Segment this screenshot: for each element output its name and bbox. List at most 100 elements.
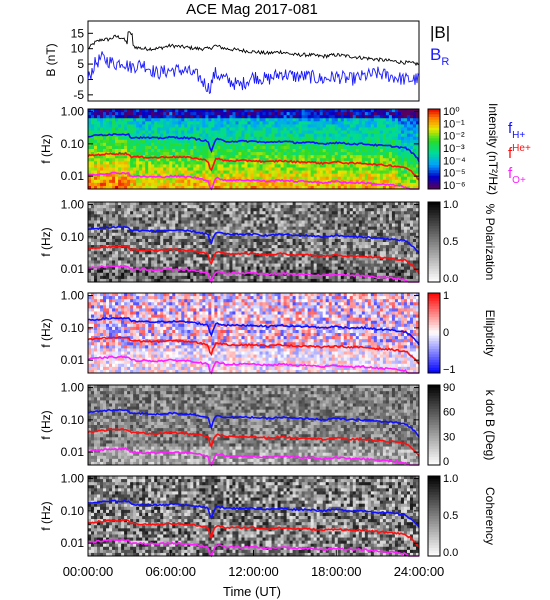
heatmap-cell: [238, 173, 242, 178]
heatmap-cell: [166, 242, 170, 246]
heatmap-cell: [217, 275, 221, 280]
heatmap-cell: [241, 278, 245, 283]
heatmap-cell: [304, 109, 309, 113]
heatmap-cell: [199, 275, 203, 280]
heatmap-cell: [388, 170, 393, 175]
heatmap-cell: [268, 133, 272, 138]
heatmap-cell: [133, 260, 137, 264]
heatmap-cell: [274, 136, 278, 141]
heatmap-cell: [391, 167, 396, 171]
heatmap-cell: [373, 115, 378, 119]
heatmap-cell: [124, 232, 128, 237]
heatmap-cell: [319, 251, 324, 255]
heatmap-cell: [223, 208, 227, 212]
heatmap-cell: [226, 260, 230, 264]
heatmap-cell: [301, 278, 306, 283]
heatmap-cell: [286, 254, 291, 258]
heatmap-cell: [124, 269, 128, 274]
heatmap-cell: [109, 242, 113, 246]
heatmap-cell: [319, 272, 324, 277]
heatmap-cell: [130, 229, 134, 234]
heatmap-cell: [214, 133, 218, 138]
heatmap-cell: [310, 161, 315, 165]
heatmap-cell: [112, 242, 116, 246]
heatmap-cell: [145, 179, 149, 184]
heatmap-cell: [199, 164, 203, 168]
heatmap-cell: [238, 202, 242, 206]
heatmap-cell: [169, 223, 173, 228]
heatmap-cell: [412, 185, 417, 190]
heatmap-cell: [196, 220, 200, 224]
heatmap-cell: [142, 257, 146, 261]
heatmap-cell: [181, 260, 185, 264]
heatmap-cell: [163, 278, 167, 283]
heatmap-cell: [250, 245, 254, 249]
heatmap-cell: [157, 161, 161, 165]
heatmap-cell: [124, 251, 128, 255]
heatmap-cell: [280, 124, 284, 128]
heatmap-cell: [373, 124, 378, 128]
heatmap-cell: [91, 254, 95, 258]
heatmap-cell: [316, 121, 321, 125]
heatmap-cell: [343, 185, 348, 190]
heatmap-cell: [385, 149, 390, 153]
heatmap-cell: [127, 158, 131, 162]
heatmap-cell: [124, 217, 128, 221]
heatmap-cell: [256, 152, 260, 156]
heatmap-cell: [94, 232, 98, 237]
heatmap-cell: [268, 260, 272, 264]
heatmap-cell: [184, 133, 188, 138]
heatmap-cell: [118, 223, 122, 228]
heatmap-cell: [121, 115, 125, 119]
heatmap-cell: [292, 257, 297, 261]
heatmap-cell: [226, 263, 230, 268]
heatmap-cell: [346, 152, 351, 156]
heatmap-cell: [106, 248, 110, 252]
heatmap-cell: [232, 260, 236, 264]
heatmap-cell: [184, 121, 188, 125]
heatmap-cell: [196, 235, 200, 240]
heatmap-cell: [241, 179, 245, 184]
heatmap-cell: [367, 118, 372, 122]
heatmap-cell: [334, 155, 339, 159]
heatmap-cell: [331, 130, 336, 135]
heatmap-cell: [100, 179, 104, 184]
heatmap-cell: [205, 269, 209, 274]
heatmap-cell: [415, 170, 420, 175]
heatmap-cell: [226, 112, 230, 116]
heatmap-cell: [301, 214, 306, 218]
heatmap-cell: [307, 185, 312, 190]
heatmap-cell: [376, 118, 381, 122]
heatmap-cell: [376, 139, 381, 144]
heatmap-cell: [115, 155, 119, 159]
heatmap-cell: [298, 173, 303, 178]
heatmap-cell: [196, 260, 200, 264]
heatmap-cell: [370, 155, 375, 159]
heatmap-cell: [217, 158, 221, 162]
heatmap-cell: [121, 136, 125, 141]
heatmap-cell: [178, 266, 182, 271]
heatmap-cell: [217, 164, 221, 168]
heatmap-cell: [313, 251, 318, 255]
heatmap-cell: [160, 118, 164, 122]
heatmap-cell: [316, 260, 321, 264]
heatmap-cell: [376, 112, 381, 116]
heatmap-cell: [268, 176, 272, 181]
heatmap-cell: [262, 124, 266, 128]
heatmap-cell: [379, 112, 384, 116]
heatmap-cell: [289, 220, 294, 224]
heatmap-cell: [400, 112, 405, 116]
heatmap-cell: [268, 173, 272, 178]
heatmap-cell: [316, 245, 321, 249]
heatmap-cell: [298, 182, 303, 187]
heatmap-cell: [313, 124, 318, 128]
heatmap-cell: [238, 109, 242, 113]
heatmap-cell: [310, 257, 315, 261]
heatmap-cell: [247, 205, 251, 209]
heatmap-cell: [217, 211, 221, 215]
heatmap-cell: [244, 115, 248, 119]
heatmap-cell: [220, 208, 224, 212]
heatmap-cell: [154, 223, 158, 228]
heatmap-cell: [145, 158, 149, 162]
heatmap-cell: [94, 275, 98, 280]
